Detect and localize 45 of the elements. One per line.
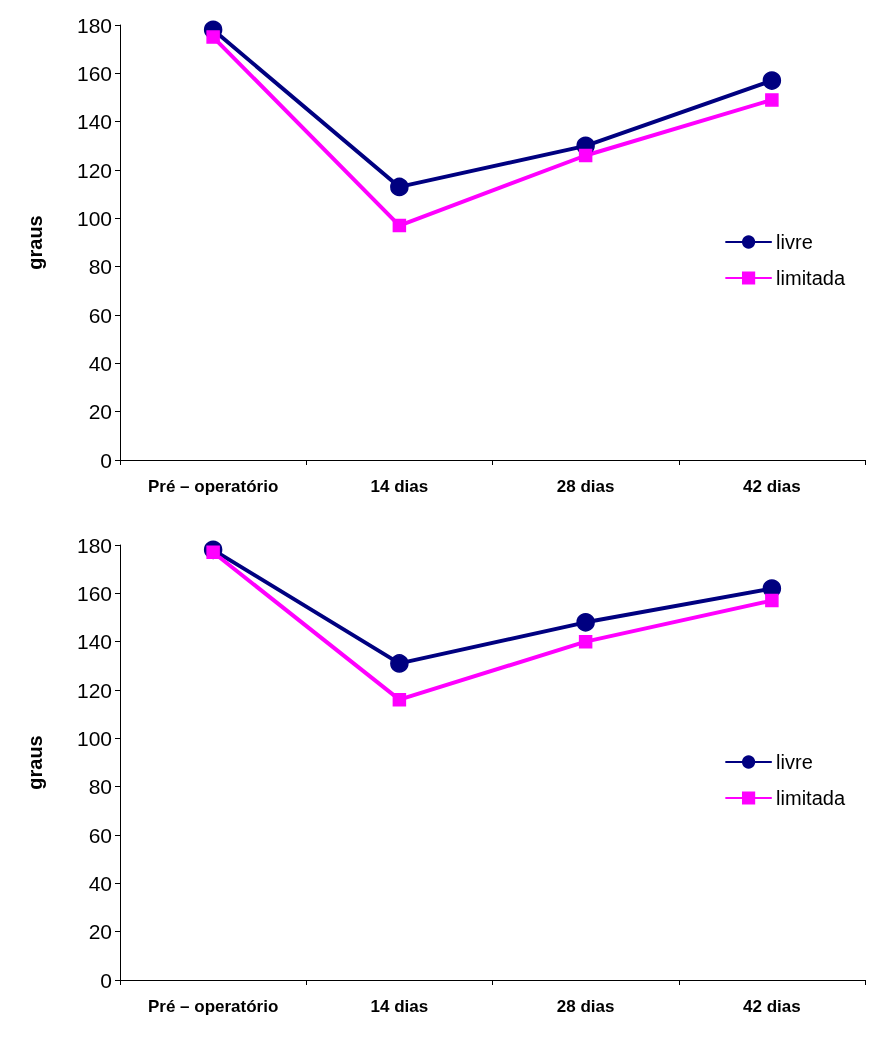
y-tick-label: 180 <box>76 533 112 557</box>
y-tick-label: 20 <box>88 400 112 424</box>
point <box>762 71 782 90</box>
x-tick-label: Pré – operatório <box>147 477 279 496</box>
x-tick-label: 42 dias <box>743 997 801 1016</box>
y-tick-label: 180 <box>76 13 112 37</box>
y-tick-label: 80 <box>88 775 112 799</box>
y-tick-label: 160 <box>76 61 112 85</box>
legend-label: limitada <box>776 787 846 809</box>
y-tick-label: 40 <box>88 351 112 375</box>
x-tick-label: 14 dias <box>370 997 429 1016</box>
y-tick-label: 120 <box>76 678 112 702</box>
y-tick-label: 80 <box>88 255 112 279</box>
y-tick-label: 40 <box>88 871 112 895</box>
y-tick-label: 120 <box>76 158 112 182</box>
y-tick-label: 160 <box>76 581 112 605</box>
y-tick-label: 140 <box>76 630 112 654</box>
y-tick-label: 100 <box>76 206 112 230</box>
point <box>576 613 595 632</box>
x-tick-label: 28 dias <box>556 997 615 1016</box>
legend-label: limitada <box>776 267 846 289</box>
point <box>765 593 779 608</box>
x-tick-label: 14 dias <box>370 477 429 496</box>
legend-label: livre <box>776 751 813 773</box>
point <box>390 654 409 673</box>
point <box>392 692 407 707</box>
y-tick-label: 60 <box>88 823 112 847</box>
point <box>765 93 779 107</box>
y-tick-label: 20 <box>88 920 112 944</box>
point <box>206 30 220 44</box>
x-tick-label: 42 dias <box>743 477 801 496</box>
x-tick-label: Pré – operatório <box>147 997 279 1016</box>
point <box>392 218 407 233</box>
point <box>578 148 593 163</box>
point <box>578 634 593 649</box>
y-tick-label: 0 <box>100 968 112 992</box>
x-tick-label: 28 dias <box>556 477 615 496</box>
y-axis-title: graus <box>24 735 46 790</box>
y-axis-title: graus <box>24 215 46 270</box>
y-tick-label: 140 <box>76 110 112 134</box>
legend-label: livre <box>776 231 813 253</box>
y-tick-label: 0 <box>100 448 112 472</box>
y-tick-label: 100 <box>76 726 112 750</box>
point <box>390 177 409 197</box>
y-tick-label: 60 <box>88 303 112 327</box>
